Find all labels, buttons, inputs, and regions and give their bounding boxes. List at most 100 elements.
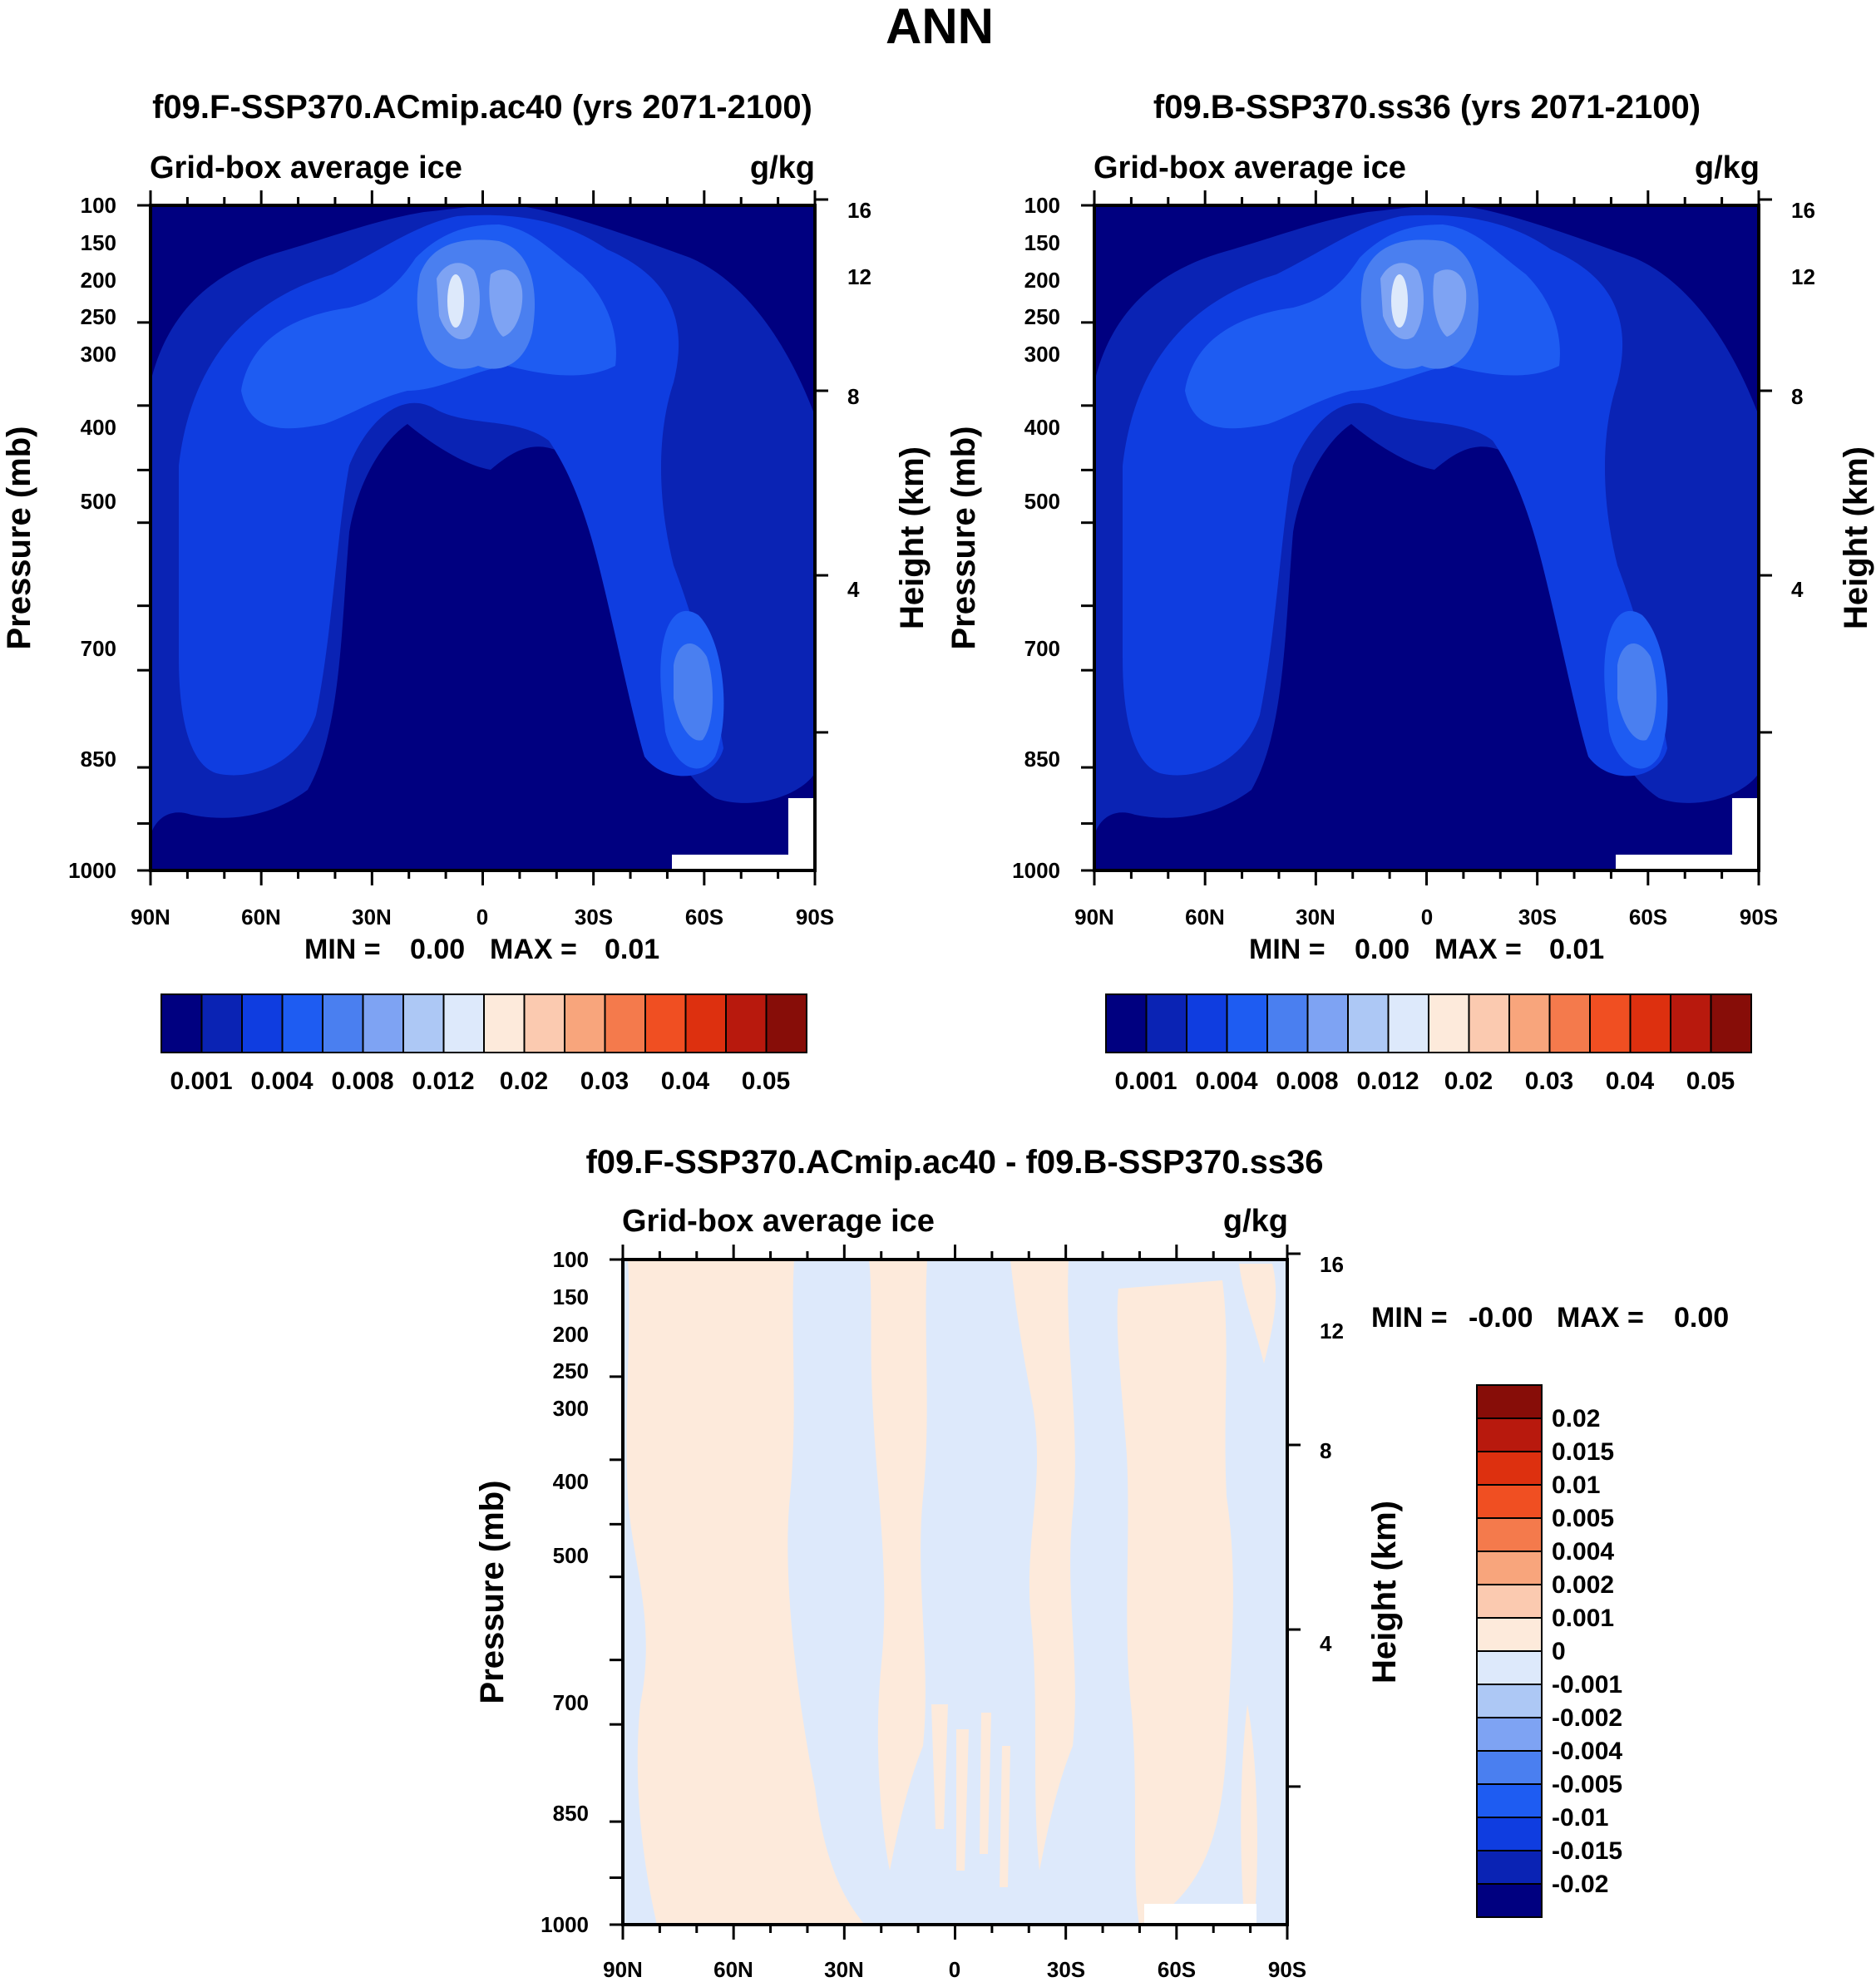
panel-b-units: g/kg: [1695, 150, 1760, 185]
panel-c-field: [623, 1260, 1287, 1925]
colorbar-swatch: [1476, 1451, 1543, 1486]
panel-c-band-2: [869, 1260, 927, 1871]
panel-b-max-value: 0.01: [1549, 934, 1604, 965]
panel-b-xtick-90s: 90S: [1740, 905, 1778, 929]
colorbar-swatch: [1145, 993, 1187, 1053]
colorbar-swatch: [1476, 1850, 1543, 1885]
colorbar-swatch: [1428, 993, 1470, 1053]
panel-b-left-label: Grid-box average ice: [1094, 150, 1406, 185]
colorbar-swatch: [1266, 993, 1309, 1053]
panel-a-y2tick-16: 16: [847, 198, 871, 223]
panel-a-y2tick-12: 12: [847, 264, 871, 289]
colorbar-swatch: [725, 993, 768, 1053]
panel-b-colorbar: [1105, 993, 1752, 1053]
panel-c-cb-label: -0.002: [1552, 1704, 1622, 1732]
panel-a-units: g/kg: [750, 150, 815, 185]
panel-a-ytick-250: 250: [81, 304, 116, 329]
panel-c-cb-label: -0.02: [1552, 1871, 1608, 1898]
panel-c-xtick-30n: 30N: [824, 1957, 864, 1982]
panel-b-y-ticks: 100 150 200 250 300 400 500 700 850 1000: [1012, 193, 1060, 883]
panel-c-ytick-100: 100: [553, 1247, 589, 1272]
panel-a-ylabel: Pressure (mb): [1, 426, 37, 650]
colorbar-swatch: [1476, 1584, 1543, 1619]
panel-c-y-ticks: 100 150 200 250 300 400 500 700 850 1000: [541, 1247, 589, 1937]
panel-b: f09.B-SSP370.ss36 (yrs 2071-2100) Grid-b…: [945, 89, 1874, 1095]
panel-a-missing-2: [788, 798, 815, 870]
panel-a-colorbar: [160, 993, 807, 1053]
colorbar-swatch: [765, 993, 807, 1053]
panel-a-core-peak: [447, 274, 464, 328]
panel-b-xtick-0: 0: [1421, 905, 1433, 929]
panel-c-cb-label: -0.015: [1552, 1837, 1622, 1865]
panel-c-cb-label: 0.02: [1552, 1405, 1600, 1432]
panel-a-missing: [672, 855, 788, 870]
page-title: ANN: [886, 0, 994, 54]
colorbar-swatch: [1476, 1551, 1543, 1585]
colorbar-swatch: [1476, 1684, 1543, 1718]
panel-c-ytick-500: 500: [553, 1543, 589, 1568]
panel-b-colorbar-labels: 0.001 0.004 0.008 0.012 0.02 0.03 0.04 0…: [1114, 1067, 1735, 1095]
panel-b-cb-label: 0.001: [1114, 1067, 1177, 1095]
panel-c-ytick-150: 150: [553, 1284, 589, 1309]
colorbar-swatch: [1476, 1517, 1543, 1552]
panel-a-cb-label: 0.004: [250, 1067, 313, 1095]
colorbar-swatch: [483, 993, 526, 1053]
panel-c-band-6: [1241, 1704, 1257, 1904]
panel-c-cb-label: 0.005: [1552, 1505, 1614, 1532]
colorbar-swatch: [1629, 993, 1671, 1053]
panel-b-cb-label: 0.03: [1525, 1067, 1573, 1095]
panel-c-y2tick-4: 4: [1320, 1631, 1332, 1656]
panel-a-field: [151, 205, 815, 870]
panel-b-title: f09.B-SSP370.ss36 (yrs 2071-2100): [1153, 89, 1701, 126]
panel-b-ytick-850: 850: [1024, 747, 1060, 772]
panel-c-ylabel: Pressure (mb): [474, 1481, 511, 1704]
panel-b-cb-label: 0.008: [1276, 1067, 1338, 1095]
panel-c-ytick-850: 850: [553, 1801, 589, 1826]
panel-b-y2tick-4: 4: [1791, 577, 1804, 602]
panel-b-core-2: [1617, 643, 1656, 741]
panel-a-xtick-90n: 90N: [131, 905, 170, 929]
panel-a-core-4: [489, 269, 523, 337]
panel-b-cb-label: 0.012: [1356, 1067, 1419, 1095]
panel-b-x-ticks: 90N 60N 30N 0 30S 60S 90S: [1074, 905, 1778, 929]
panel-c-cb-label: 0.001: [1552, 1605, 1614, 1632]
colorbar-swatch: [1476, 1750, 1543, 1785]
panel-b-core-4: [1433, 269, 1467, 337]
panel-c-band-4: [1117, 1280, 1233, 1925]
panel-c-colorbar: [1476, 1384, 1543, 1918]
colorbar-swatch: [1186, 993, 1228, 1053]
panel-a-ytick-300: 300: [81, 342, 116, 367]
colorbar-swatch: [362, 993, 404, 1053]
panel-b-xtick-30n: 30N: [1296, 905, 1335, 929]
colorbar-swatch: [241, 993, 284, 1053]
panel-c-band-3: [1010, 1260, 1075, 1871]
panel-b-xtick-60s: 60S: [1629, 905, 1667, 929]
panel-b-y2tick-12: 12: [1791, 264, 1815, 289]
panel-c-cb-label: 0.01: [1552, 1472, 1600, 1499]
panel-c-cb-label: 0.015: [1552, 1438, 1614, 1466]
colorbar-swatch: [1105, 993, 1148, 1053]
panel-c-ytick-300: 300: [553, 1396, 589, 1421]
panel-b-core-peak: [1391, 274, 1408, 328]
panel-c-ytick-1000: 1000: [541, 1912, 589, 1937]
panel-c-colorbar-labels: 0.02 0.015 0.01 0.005 0.004 0.002 0.001 …: [1552, 1405, 1622, 1898]
panel-a-cb-label: 0.012: [412, 1067, 474, 1095]
panel-b-xtick-90n: 90N: [1074, 905, 1114, 929]
colorbar-swatch: [1476, 1417, 1543, 1452]
panel-c: f09.F-SSP370.ACmip.ac40 - f09.B-SSP370.s…: [474, 1144, 1729, 1982]
panel-c-max-value: 0.00: [1674, 1302, 1729, 1334]
colorbar-swatch: [523, 993, 565, 1053]
panel-c-xtick-30s: 30S: [1047, 1957, 1085, 1982]
panel-a-ytick-400: 400: [81, 415, 116, 440]
panel-a-cb-label: 0.02: [500, 1067, 548, 1095]
colorbar-swatch: [684, 993, 727, 1053]
panel-a-max-label: MAX =: [490, 934, 577, 965]
colorbar-swatch: [1306, 993, 1349, 1053]
panel-c-ytick-400: 400: [553, 1469, 589, 1494]
panel-a: f09.F-SSP370.ACmip.ac40 (yrs 2071-2100) …: [1, 89, 931, 1095]
panel-c-ytick-700: 700: [553, 1690, 589, 1715]
colorbar-swatch: [1476, 1484, 1543, 1519]
panel-c-stripes: [931, 1704, 1010, 1887]
colorbar-swatch: [322, 993, 364, 1053]
panel-a-min-label: MIN =: [304, 934, 381, 965]
